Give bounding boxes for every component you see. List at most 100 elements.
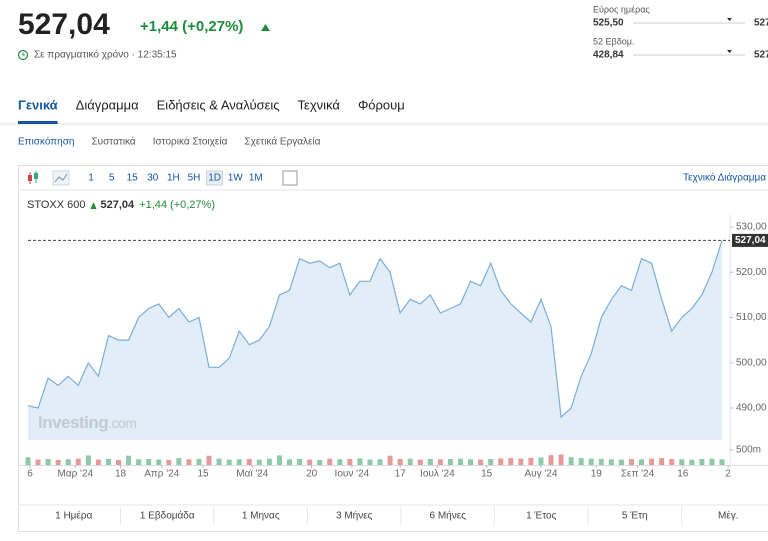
ranges: Εύρος ημέρας 525,50 527 52 Εβδομ. 428,84 527 bbox=[593, 4, 768, 60]
volume-bar bbox=[659, 458, 665, 465]
interval-selected bbox=[206, 170, 224, 186]
period[interactable]: 1 Μηνας bbox=[242, 511, 280, 522]
period[interactable]: 1 Εβδομάδα bbox=[140, 510, 195, 522]
volume-bar bbox=[518, 458, 524, 465]
x-tick-label: Μαϊ '24 bbox=[236, 469, 269, 480]
volume-bar bbox=[236, 459, 242, 465]
volume-bar bbox=[45, 459, 51, 465]
y-tick-label: 510,00 bbox=[736, 312, 767, 323]
range-low: 428,84 bbox=[593, 50, 624, 61]
volume-bar bbox=[508, 458, 514, 465]
period[interactable]: Μέγ. bbox=[718, 510, 739, 522]
volume-bar bbox=[186, 459, 192, 465]
clock-hands bbox=[22, 52, 25, 56]
volume-bar bbox=[116, 459, 122, 465]
subtab[interactable]: Συστατικά bbox=[91, 136, 135, 148]
legend-price: 527,04 bbox=[101, 199, 136, 211]
y-tick-label: 490,00 bbox=[736, 403, 767, 414]
volume-bar bbox=[276, 455, 282, 465]
range-label: Εύρος ημέρας bbox=[593, 4, 650, 14]
volume-bar bbox=[588, 458, 594, 465]
volume-bar bbox=[136, 459, 142, 465]
calendar-icon[interactable] bbox=[282, 170, 298, 186]
x-tick-label: 20 bbox=[306, 469, 318, 480]
range-high: 527 bbox=[754, 18, 768, 29]
legend-arrow bbox=[90, 202, 97, 209]
volume-bar bbox=[387, 455, 393, 465]
price-change: +1,44 (+0,27%) bbox=[140, 18, 243, 35]
interval[interactable]: 5 bbox=[109, 173, 115, 184]
period[interactable]: 1 Ημέρα bbox=[55, 510, 92, 522]
volume-bar bbox=[427, 459, 433, 465]
volume-bar bbox=[478, 459, 484, 465]
interval[interactable]: 1M bbox=[249, 173, 263, 184]
period[interactable]: 5 Έτη bbox=[622, 511, 648, 522]
x-tick-label: Ιουλ '24 bbox=[420, 469, 455, 480]
price-line bbox=[27, 240, 723, 419]
area-icon-line bbox=[54, 173, 68, 183]
volume-bar bbox=[679, 459, 685, 465]
x-tick-label: 2 bbox=[725, 469, 731, 480]
tab[interactable]: Τεχνικά bbox=[298, 97, 341, 112]
volume-bar bbox=[528, 457, 534, 465]
candle-icon bbox=[28, 171, 38, 184]
volume-bar bbox=[417, 459, 423, 465]
technical-link[interactable]: Τεχνικό Διάγραμμα bbox=[683, 172, 766, 184]
volume-bar bbox=[347, 459, 353, 465]
x-tick-label: Αυγ '24 bbox=[524, 469, 557, 480]
subtab[interactable]: Ιστορικά Στοιχεία bbox=[153, 136, 228, 148]
period[interactable]: 1 Έτος bbox=[526, 511, 557, 522]
volume-bar bbox=[176, 458, 182, 465]
chart-frame bbox=[18, 165, 768, 532]
periods: 1 Ημέρα 1 Εβδομάδα 1 Μηνας 3 Μήνες 6 Μήνες 1 … bbox=[55, 507, 739, 525]
interval[interactable]: 1W bbox=[228, 173, 244, 184]
tab[interactable]: Ειδήσεις & Αναλύσεις bbox=[157, 97, 280, 112]
volume-bar bbox=[317, 459, 323, 465]
subtab[interactable]: Σχετικά Εργαλεία bbox=[244, 136, 320, 148]
volume-bar bbox=[206, 455, 212, 465]
volume-bar bbox=[25, 457, 31, 465]
interval[interactable]: 1H bbox=[167, 173, 180, 184]
tab[interactable]: Διάγραμμα bbox=[76, 97, 139, 112]
y-tick-label: 520,00 bbox=[736, 267, 767, 278]
x-tick-label: 19 bbox=[591, 469, 603, 480]
volume-bar bbox=[377, 459, 383, 465]
volume-bar bbox=[216, 458, 222, 465]
volume-bar bbox=[548, 455, 554, 465]
intervals: 1 5 15 30 1H 5H 1D 1W 1M bbox=[88, 170, 263, 186]
interval[interactable]: 30 bbox=[147, 173, 159, 184]
volume-bar bbox=[55, 459, 61, 465]
y-tick-label: 500,00 bbox=[736, 357, 767, 368]
x-tick-label: 16 bbox=[677, 469, 689, 480]
legend-name: STOXX 600 bbox=[27, 199, 86, 211]
interval[interactable]: 1 bbox=[88, 173, 94, 184]
subtab[interactable]: Επισκόπηση bbox=[18, 136, 74, 148]
period[interactable]: 6 Μήνες bbox=[429, 510, 466, 522]
chart-legend: STOXX 600 527,04 +1,44 (+0,27%) bbox=[27, 199, 215, 211]
volume-bar bbox=[85, 455, 91, 465]
x-tick-label: Απρ '24 bbox=[144, 469, 180, 480]
range-marker bbox=[727, 50, 732, 53]
period[interactable]: 3 Μήνες bbox=[336, 510, 373, 522]
volume-bar bbox=[719, 459, 725, 465]
volume-bar bbox=[639, 459, 645, 465]
volume-bar bbox=[709, 458, 715, 465]
interval[interactable]: 15 bbox=[127, 173, 139, 184]
area bbox=[28, 240, 722, 440]
interval[interactable]: 1D bbox=[208, 173, 221, 184]
tab[interactable]: Φόρουμ bbox=[358, 97, 405, 112]
interval[interactable]: 5H bbox=[188, 173, 201, 184]
x-tick-label: Μαρ '24 bbox=[57, 469, 93, 480]
x-tick-label: 15 bbox=[481, 469, 493, 480]
volume-bar bbox=[447, 459, 453, 465]
volume-tick-label: 500m bbox=[736, 445, 761, 456]
y-tick-label: 530,00 bbox=[736, 222, 767, 233]
volume-bar bbox=[297, 459, 303, 465]
x-tick-label: 15 bbox=[197, 469, 209, 480]
tab[interactable]: Γενικά bbox=[18, 97, 58, 112]
up-arrow bbox=[261, 24, 270, 31]
volume-bar bbox=[75, 458, 81, 465]
volume-bar bbox=[146, 459, 152, 465]
volume-bar bbox=[397, 459, 403, 465]
